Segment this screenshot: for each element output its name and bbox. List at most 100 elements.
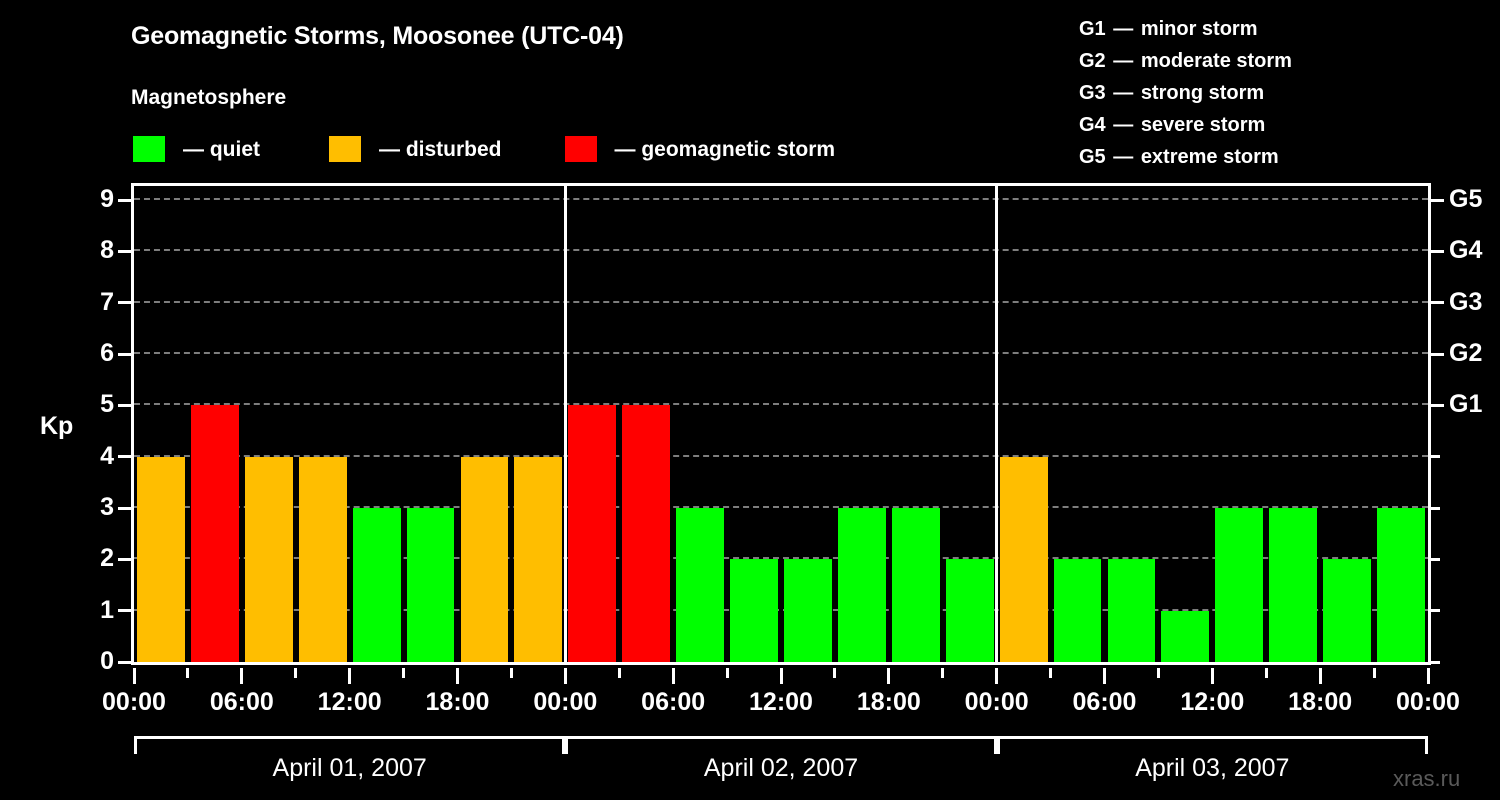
day-bracket-3	[996, 736, 1428, 754]
bar-series	[134, 186, 1428, 662]
x-tick-mark-11	[1318, 668, 1322, 684]
bar	[1053, 559, 1102, 662]
y-tick-mark-8	[118, 249, 131, 253]
x-tick-minor-21	[1264, 668, 1268, 678]
y-right-major-tick-g3	[1431, 301, 1444, 305]
bar	[514, 456, 563, 662]
g-scale-description: moderate storm	[1140, 50, 1292, 72]
x-tick-label-3: 18:00	[425, 688, 490, 716]
y-tick-mark-9	[118, 198, 131, 202]
y-right-major-tick-g1	[1431, 403, 1444, 407]
y-tick-mark-2	[118, 557, 131, 561]
x-tick-minor-7	[509, 668, 513, 678]
x-tick-minor-5	[402, 668, 406, 678]
x-tick-mark-12	[1426, 668, 1430, 684]
gridline-kp-8	[134, 249, 1428, 252]
x-tick-mark-9	[1103, 668, 1106, 684]
bar	[298, 456, 347, 662]
g-scale-item-g4: G4 — severe storm	[1079, 109, 1489, 141]
y-right-label-g3: G3	[1449, 287, 1483, 316]
day-bracket-2	[565, 736, 997, 754]
legend-label-disturbed: — disturbed	[379, 137, 502, 161]
legend-item-disturbed: — disturbed	[329, 135, 502, 163]
bar	[622, 405, 671, 662]
y-tick-mark-3	[118, 506, 131, 510]
g-scale-dash-icon: —	[1107, 82, 1139, 104]
g-scale-legend: G1 — minor storm G2 — moderate storm G3 — …	[1079, 13, 1489, 173]
y-tick-label-5: 5	[100, 390, 114, 419]
y-right-major-tick-g5	[1431, 198, 1444, 202]
x-tick-label-2: 12:00	[317, 688, 382, 716]
x-tick-mark-2	[348, 668, 352, 684]
legend-label-storm: — geomagnetic storm	[614, 137, 836, 161]
g-scale-dash-icon: —	[1107, 146, 1139, 168]
g-scale-item-g2: G2 — moderate storm	[1079, 45, 1489, 77]
magnetosphere-legend: — quiet — disturbed — geomagnetic storm	[133, 135, 835, 163]
bar	[352, 508, 401, 662]
x-tick-mark-5	[671, 668, 675, 684]
y-right-tick-mark-kp-0	[1431, 660, 1440, 664]
x-tick-mark-3	[456, 668, 459, 684]
g-scale-item-g5: G5 — extreme storm	[1079, 141, 1489, 173]
x-tick-minor-3	[294, 668, 298, 678]
x-tick-mark-8	[995, 668, 999, 684]
x-tick-label-1: 06:00	[209, 688, 274, 716]
y-tick-label-2: 2	[100, 544, 114, 573]
day-bracket-1	[134, 736, 566, 754]
bar	[837, 508, 886, 662]
day-label-2: April 02, 2007	[703, 754, 859, 782]
bar	[460, 456, 509, 662]
x-tick-label-11: 18:00	[1288, 688, 1353, 716]
gridline-kp-9	[134, 198, 1428, 200]
y-right-tick-mark-kp-2	[1431, 557, 1440, 561]
legend-heading: Magnetosphere	[131, 86, 287, 109]
g-scale-description: strong storm	[1140, 82, 1265, 104]
g-scale-code: G1	[1079, 18, 1106, 40]
bar	[1107, 559, 1156, 662]
g-scale-description: extreme storm	[1140, 146, 1279, 168]
g-scale-dash-icon: —	[1107, 114, 1139, 136]
y-tick-mark-1	[118, 609, 131, 613]
bar	[999, 456, 1048, 662]
plot-area	[131, 183, 1431, 665]
x-tick-label-7: 18:00	[856, 688, 921, 716]
bar	[244, 456, 293, 662]
bar	[730, 559, 778, 662]
x-tick-mark-0	[132, 668, 136, 684]
legend-swatch-quiet-icon	[133, 136, 165, 162]
bar	[1323, 559, 1372, 662]
x-tick-mark-6	[779, 668, 783, 684]
x-tick-minor-23	[1372, 668, 1376, 678]
x-tick-minor-11	[725, 668, 729, 678]
g-scale-code: G3	[1079, 82, 1106, 104]
y-tick-mark-4	[118, 455, 131, 459]
y-right-tick-mark-kp-4	[1431, 455, 1440, 459]
gridline-kp-4	[134, 454, 1428, 457]
y-right-label-g4: G4	[1449, 236, 1483, 265]
y-right-tick-mark-kp-3	[1431, 506, 1440, 510]
day-label-1: April 01, 2007	[272, 754, 427, 782]
legend-item-quiet: — quiet	[133, 135, 260, 163]
y-axis-title: Kp	[40, 412, 74, 440]
bar	[137, 456, 185, 662]
y-tick-label-1: 1	[100, 595, 114, 624]
legend-item-storm: — geomagnetic storm	[564, 135, 836, 163]
bar	[1269, 508, 1318, 662]
watermark: xras.ru	[1393, 766, 1461, 791]
legend-label-quiet: — quiet	[183, 137, 260, 161]
y-tick-mark-7	[118, 301, 131, 305]
day-separator-1	[563, 186, 567, 662]
y-right-label-g5: G5	[1449, 185, 1483, 213]
gridline-kp-1	[134, 608, 1428, 611]
x-tick-minor-17	[1049, 668, 1053, 678]
g-scale-dash-icon: —	[1107, 50, 1139, 72]
y-tick-label-4: 4	[100, 441, 114, 470]
legend-swatch-storm-icon	[564, 136, 597, 162]
x-tick-label-0: 00:00	[102, 688, 166, 716]
y-tick-mark-6	[118, 352, 131, 356]
bar	[406, 508, 455, 662]
g-scale-description: minor storm	[1140, 18, 1258, 40]
g-scale-code: G5	[1079, 146, 1106, 168]
y-right-major-tick-g2	[1431, 352, 1444, 356]
